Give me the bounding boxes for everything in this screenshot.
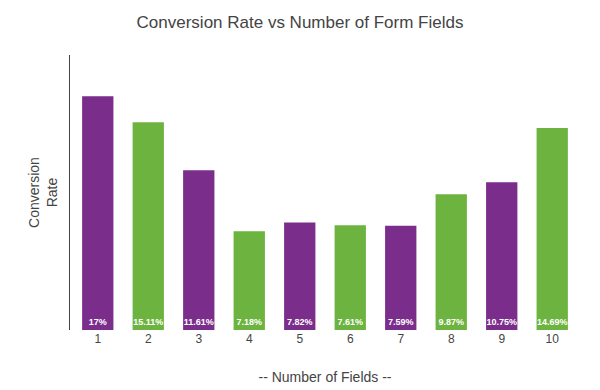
svg-text:10: 10 <box>546 332 560 346</box>
svg-text:ConversionRate: ConversionRate <box>26 157 60 228</box>
svg-text:7.82%: 7.82% <box>287 317 313 327</box>
svg-text:4: 4 <box>246 332 253 346</box>
svg-text:3: 3 <box>195 332 202 346</box>
svg-text:9.87%: 9.87% <box>438 317 464 327</box>
svg-text:5: 5 <box>296 332 303 346</box>
svg-text:2: 2 <box>145 332 152 346</box>
svg-text:15.11%: 15.11% <box>133 317 163 327</box>
svg-text:7.61%: 7.61% <box>337 317 363 327</box>
svg-text:7.18%: 7.18% <box>236 317 262 327</box>
svg-text:10.75%: 10.75% <box>486 317 517 327</box>
svg-text:11.61%: 11.61% <box>184 317 214 327</box>
svg-text:Conversion Rate vs Number of F: Conversion Rate vs Number of Form Fields <box>137 13 464 32</box>
svg-text:14.69%: 14.69% <box>537 317 568 327</box>
svg-text:7.59%: 7.59% <box>388 317 414 327</box>
svg-text:8: 8 <box>448 332 455 346</box>
svg-text:17%: 17% <box>89 317 107 327</box>
svg-text:9: 9 <box>498 332 505 346</box>
svg-text:7: 7 <box>397 332 404 346</box>
svg-text:6: 6 <box>347 332 354 346</box>
svg-text:-- Number of Fields --: -- Number of Fields -- <box>258 369 391 385</box>
svg-text:1: 1 <box>94 332 101 346</box>
